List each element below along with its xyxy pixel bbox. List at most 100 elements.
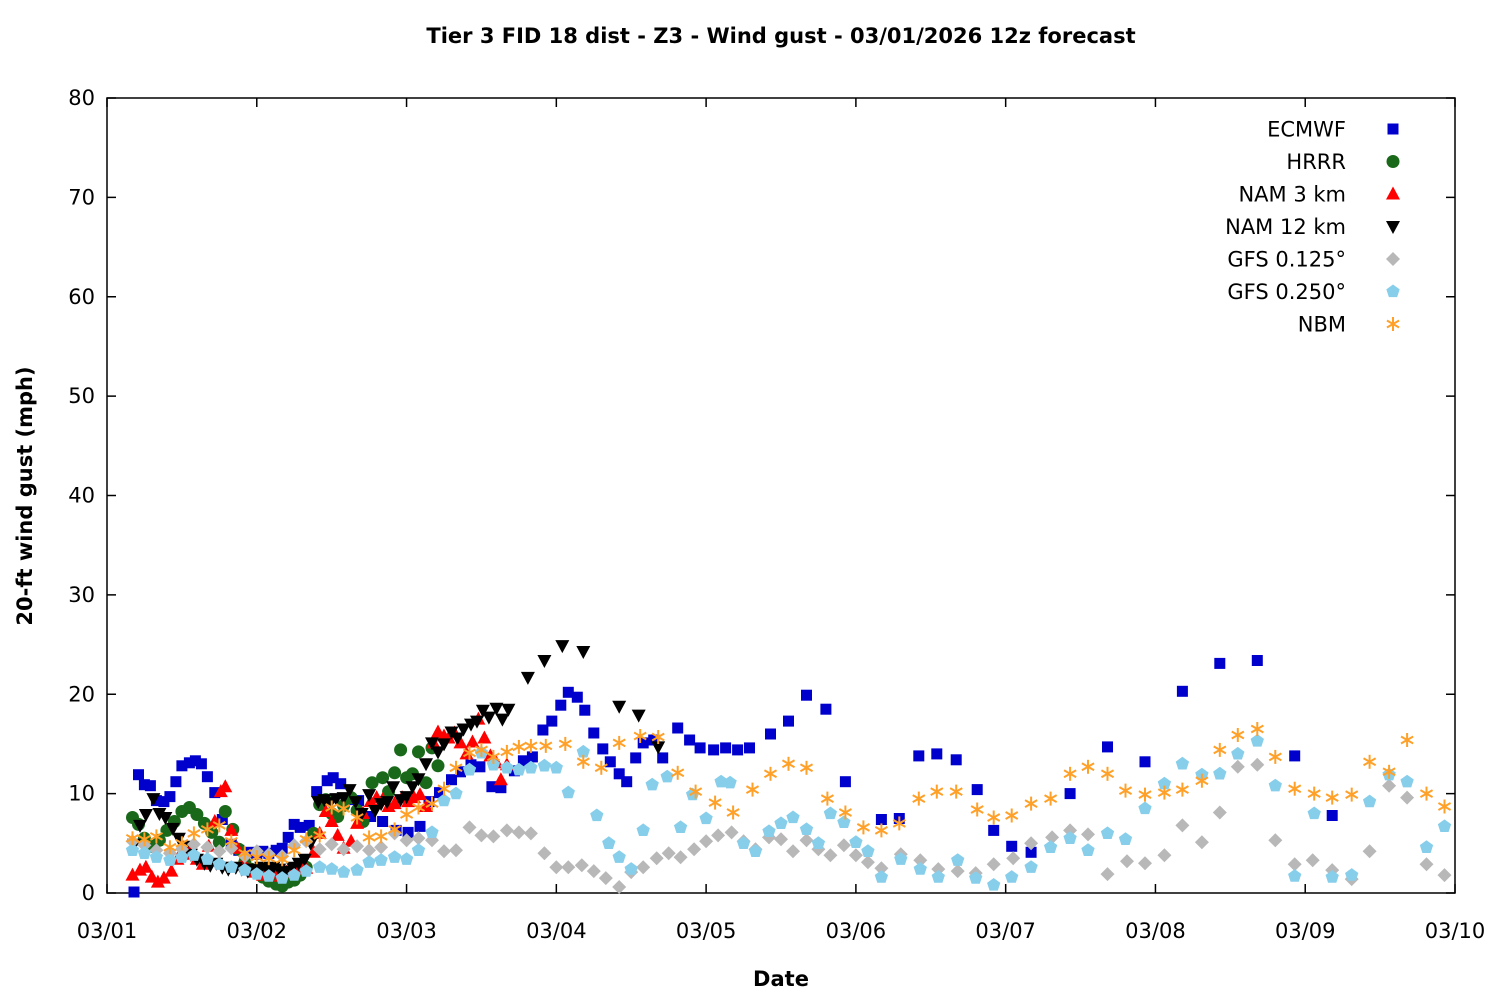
data-point (913, 853, 928, 868)
data-point (411, 843, 426, 856)
data-point (1024, 796, 1038, 811)
data-point (299, 864, 313, 877)
data-point (325, 800, 339, 815)
data-point (324, 837, 339, 852)
data-point (1307, 806, 1321, 820)
data-point (649, 851, 664, 866)
data-point (262, 869, 276, 882)
data-point (1325, 790, 1339, 805)
data-point (660, 769, 674, 783)
data-point (330, 827, 345, 841)
data-point (1175, 818, 1190, 833)
data-point (1362, 844, 1377, 859)
data-point (801, 689, 812, 701)
legend-item-gfs-0-125-: GFS 0.125° (1227, 248, 1400, 272)
data-point (405, 781, 420, 795)
data-point (1138, 787, 1152, 802)
data-point (399, 791, 414, 805)
data-point (414, 820, 426, 832)
data-point (590, 808, 604, 822)
data-point (576, 646, 591, 659)
data-point (1118, 783, 1133, 798)
data-point (374, 840, 389, 855)
data-point (1437, 819, 1452, 833)
data-point (437, 793, 451, 807)
data-point (238, 863, 252, 876)
data-point (374, 853, 388, 866)
data-point (449, 843, 463, 858)
data-point (201, 771, 213, 783)
data-point (736, 836, 751, 849)
data-point (419, 758, 433, 772)
data-point (137, 832, 151, 847)
data-point (745, 782, 760, 797)
data-point (671, 765, 685, 780)
data-point (163, 853, 177, 866)
data-point (365, 776, 379, 790)
data-point (411, 773, 426, 787)
data-point (1250, 722, 1264, 736)
data-point (212, 857, 226, 870)
data-point (537, 724, 549, 736)
data-point (1363, 754, 1377, 769)
data-point (425, 796, 439, 811)
data-point (1231, 728, 1245, 742)
data-point (1419, 786, 1434, 801)
pentagon-legend-marker (1386, 284, 1400, 298)
data-point (744, 742, 755, 754)
data-point (474, 828, 489, 843)
data-point (158, 812, 173, 825)
data-point (218, 779, 233, 793)
data-point (1250, 734, 1264, 747)
data-point (1006, 840, 1018, 852)
data-point (612, 735, 626, 750)
data-point (1157, 848, 1172, 863)
data-point (470, 715, 484, 729)
data-point (612, 880, 627, 894)
data-point (1139, 756, 1151, 768)
data-point (950, 754, 962, 766)
data-point (437, 844, 451, 859)
data-point (363, 794, 378, 808)
data-point (187, 826, 201, 841)
data-point (875, 814, 887, 825)
data-point (1081, 759, 1095, 774)
data-point (537, 758, 552, 772)
data-point (388, 822, 402, 837)
y-tick-label: 80 (68, 86, 95, 110)
data-point (287, 868, 301, 881)
data-point (684, 734, 696, 746)
data-point (1307, 786, 1321, 801)
legend-item-nam-3-km: NAM 3 km (1238, 183, 1400, 207)
data-point (621, 776, 633, 788)
data-point (604, 756, 616, 768)
data-point (576, 744, 590, 758)
data-point (546, 715, 558, 727)
data-point (969, 871, 983, 884)
data-point (183, 757, 195, 769)
data-point (486, 829, 501, 844)
legend-label: ECMWF (1267, 118, 1346, 142)
data-point (762, 824, 776, 838)
data-point (486, 749, 500, 764)
data-point (368, 805, 383, 818)
data-point (348, 796, 363, 810)
data-point (313, 828, 327, 843)
data-point (128, 886, 140, 898)
data-point (708, 795, 722, 810)
data-point (598, 871, 613, 886)
y-tick-label: 10 (68, 782, 95, 806)
data-point (1005, 808, 1019, 823)
data-point (311, 786, 323, 798)
data-point (475, 704, 490, 718)
y-tick-label: 50 (68, 384, 95, 408)
data-point (894, 852, 908, 865)
data-point (1175, 756, 1190, 770)
data-point (1081, 827, 1095, 842)
data-point (200, 822, 214, 837)
data-point (661, 846, 676, 861)
legend-item-ecmwf: ECMWF (1267, 118, 1399, 142)
square-legend-marker (1387, 123, 1399, 135)
data-point (1305, 853, 1320, 868)
legend-item-nam-12-km: NAM 12 km (1225, 215, 1400, 239)
